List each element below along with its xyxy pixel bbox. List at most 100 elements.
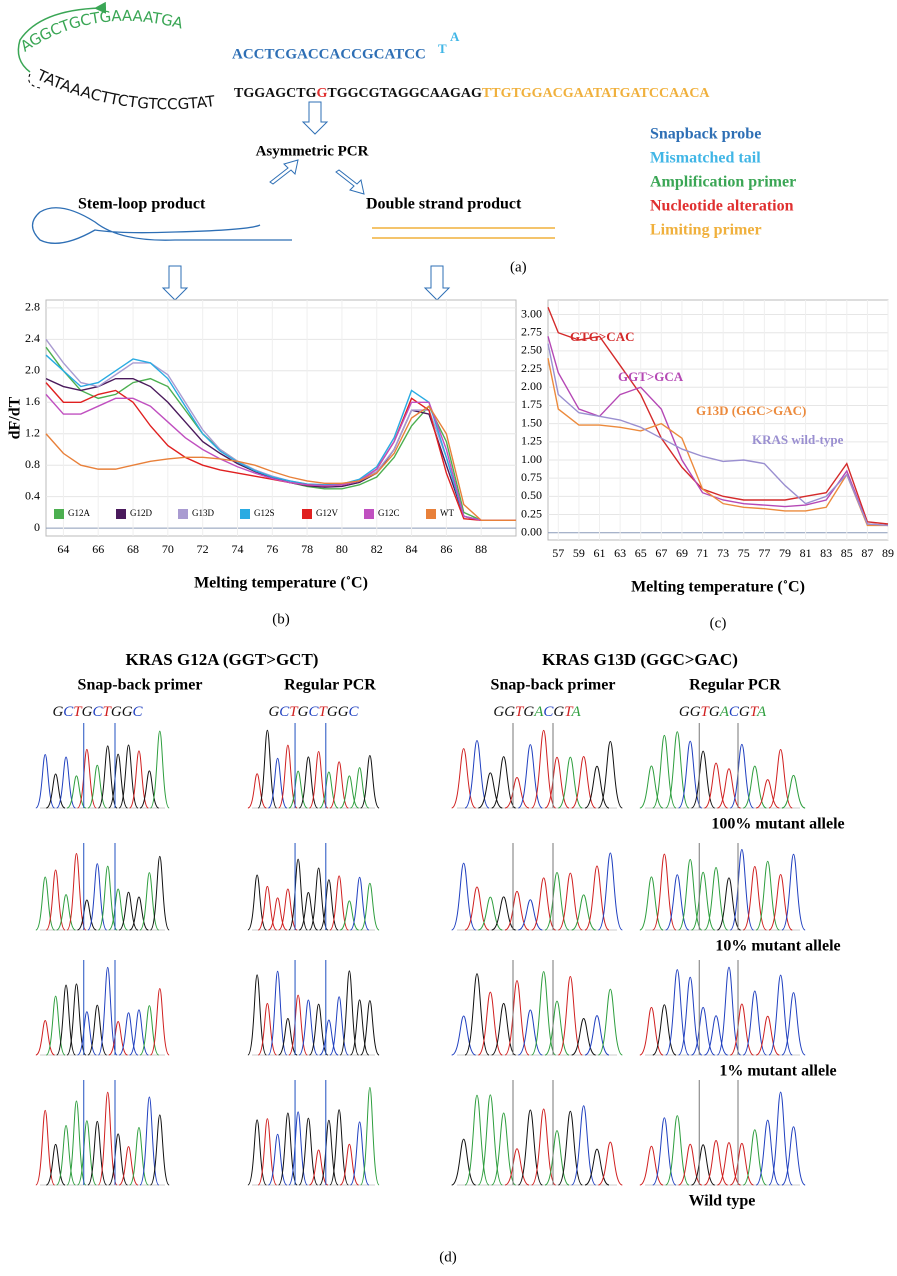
trace-peak bbox=[329, 875, 349, 931]
trace-peak bbox=[665, 731, 690, 809]
tail: A bbox=[450, 29, 460, 44]
series-line bbox=[547, 343, 889, 527]
template-part: TGGCGTAGGCAAGAG bbox=[327, 86, 482, 101]
row-label: 1% mutant allele bbox=[719, 1063, 836, 1080]
panel-label: (a) bbox=[510, 259, 527, 275]
trace-peak bbox=[755, 1015, 780, 1056]
plot-area bbox=[45, 299, 517, 537]
trace-peak bbox=[66, 853, 87, 931]
trace-peak bbox=[518, 899, 543, 931]
trace-peak bbox=[339, 970, 360, 1056]
trace-peak bbox=[716, 966, 742, 1056]
trace-peak bbox=[129, 896, 149, 931]
trace-peak bbox=[139, 1096, 160, 1186]
trace-peak bbox=[97, 966, 118, 1056]
x-tick-label: 69 bbox=[676, 546, 688, 560]
trace-peak bbox=[678, 858, 703, 931]
trace-peak bbox=[257, 729, 278, 809]
trace-peak bbox=[267, 970, 288, 1056]
trace-peak bbox=[729, 743, 754, 809]
trace-peak bbox=[703, 866, 729, 931]
legend-swatch bbox=[240, 509, 250, 519]
trace-peak bbox=[491, 1002, 517, 1056]
trace-peak bbox=[77, 899, 97, 931]
legend-entry: Amplification primer bbox=[650, 174, 796, 191]
trace-peak bbox=[665, 1115, 690, 1186]
legend-swatch bbox=[302, 509, 312, 519]
trace-peak bbox=[329, 761, 349, 809]
trace-peak bbox=[504, 777, 530, 809]
product: Double strand product bbox=[366, 196, 522, 213]
y-tick-label: 1.2 bbox=[25, 425, 40, 439]
trace-peak bbox=[56, 756, 76, 809]
loop-top: AGGCTGCTGAAAATGA bbox=[17, 6, 186, 55]
x-tick-label: 72 bbox=[197, 542, 209, 556]
y-tick-label: 2.75 bbox=[521, 324, 542, 338]
x-tick-label: 75 bbox=[738, 546, 750, 560]
x-tick-label: 88 bbox=[475, 542, 487, 556]
trace-peak bbox=[504, 980, 530, 1056]
arrow bbox=[269, 159, 299, 185]
x-tick-label: 57 bbox=[552, 546, 564, 560]
trace-peak bbox=[149, 1114, 170, 1186]
x-tick-label: 77 bbox=[758, 546, 770, 560]
trace-peak bbox=[267, 1133, 288, 1186]
trace-peak bbox=[35, 753, 56, 809]
x-tick-label: 84 bbox=[406, 542, 418, 556]
x-tick-label: 66 bbox=[92, 542, 104, 556]
trace-peak bbox=[597, 740, 623, 809]
panel-label: (d) bbox=[439, 1249, 457, 1265]
trace-peak bbox=[118, 1146, 139, 1186]
x-axis-title: Melting temperature (˚C) bbox=[194, 575, 368, 592]
trace-peak bbox=[129, 1126, 149, 1186]
arrow bbox=[301, 101, 329, 135]
legend-entry: Limiting primer bbox=[650, 222, 762, 239]
y-tick-label: 2.00 bbox=[521, 379, 542, 393]
x-tick-label: 86 bbox=[440, 542, 452, 556]
trace-peak bbox=[360, 755, 380, 809]
trace-peak bbox=[339, 900, 359, 931]
trace-peak bbox=[571, 1105, 597, 1186]
trace-peak bbox=[491, 1112, 517, 1186]
product: Stem-loop product bbox=[78, 196, 206, 213]
series-line bbox=[45, 405, 516, 521]
x-tick-label: 67 bbox=[655, 546, 667, 560]
trace-peak bbox=[729, 1142, 754, 1186]
trace-peak bbox=[77, 748, 97, 809]
x-tick-label: 80 bbox=[336, 542, 348, 556]
y-tick-label: 3.00 bbox=[521, 306, 542, 320]
trace-peak bbox=[584, 1015, 610, 1056]
trace-peak bbox=[66, 983, 87, 1056]
x-tick-label: 64 bbox=[57, 542, 69, 556]
y-tick-label: 2.50 bbox=[521, 343, 542, 357]
trace-peak bbox=[557, 976, 583, 1056]
trace-peak bbox=[531, 1108, 557, 1186]
row-label: 10% mutant allele bbox=[715, 938, 840, 955]
column-header: Regular PCR bbox=[284, 677, 376, 694]
y-tick-label: 2.25 bbox=[521, 361, 542, 375]
trace-peak bbox=[360, 882, 380, 931]
y-tick-label: 0.50 bbox=[521, 488, 542, 502]
trace-peak bbox=[597, 852, 623, 931]
arrow bbox=[335, 169, 365, 195]
trace-peak bbox=[329, 1109, 349, 1186]
trace-peak bbox=[278, 744, 298, 809]
trace-peak bbox=[477, 1094, 503, 1186]
trace-peak bbox=[517, 1109, 543, 1186]
trace-peak bbox=[149, 855, 170, 931]
trace-peak bbox=[464, 1094, 490, 1186]
trace-peak bbox=[639, 876, 664, 931]
sequence: GGTGACGTA bbox=[679, 704, 767, 720]
trace-peak bbox=[87, 764, 108, 809]
template-part: G bbox=[316, 86, 327, 101]
trace-peak bbox=[768, 749, 793, 809]
legend-label: WT bbox=[440, 508, 454, 518]
trace-peak bbox=[298, 1117, 319, 1186]
trace-peak bbox=[45, 773, 66, 809]
x-tick-label: 87 bbox=[861, 546, 873, 560]
trace-peak bbox=[597, 988, 623, 1056]
row-label: Wild type bbox=[689, 1193, 756, 1210]
trace-peak bbox=[571, 756, 597, 809]
loop-link bbox=[28, 73, 41, 89]
y-tick-label: 1.6 bbox=[25, 394, 40, 408]
